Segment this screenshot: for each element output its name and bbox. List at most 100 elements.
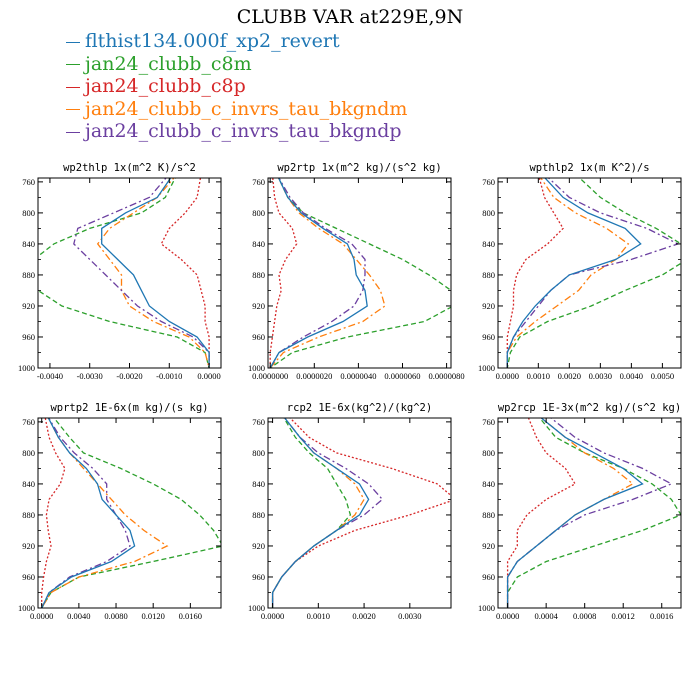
y-tick-label: 920 xyxy=(252,301,265,311)
x-tick-label: 0.0000 xyxy=(496,371,519,381)
plot-frame xyxy=(497,417,682,609)
series-line-bkgndm xyxy=(41,418,169,608)
x-tick-label: 0.0080 xyxy=(104,611,127,621)
x-tick-label: 0.0000040 xyxy=(340,371,376,381)
y-tick-label: 800 xyxy=(252,208,265,218)
series-line-bkgndp xyxy=(73,178,210,368)
x-tick-label: 0.0008 xyxy=(573,611,596,621)
legend-entry: jan24_clubb_c8p xyxy=(66,75,407,98)
y-tick-label: 960 xyxy=(252,332,265,342)
y-tick-label: 1000 xyxy=(18,603,35,613)
y-tick-label: 880 xyxy=(482,270,495,280)
page-title: CLUBB VAR at229E,9N xyxy=(236,6,464,28)
x-tick-label: 0.0004 xyxy=(534,611,558,621)
panel-4: wprtp2 1E-6x(m kg)/(s kg) 760 800 840 880 920… xyxy=(18,402,222,621)
series-line-flthist xyxy=(269,178,368,368)
x-tick-label: 0.0000 xyxy=(30,611,53,621)
series-line-bkgndp xyxy=(506,178,680,368)
y-tick-label: 1000 xyxy=(248,363,265,373)
x-tick-label: 0.0040 xyxy=(620,371,643,381)
series-line-c8p xyxy=(160,178,210,368)
y-tick-label: 800 xyxy=(252,448,265,458)
legend-swatch xyxy=(66,86,80,88)
legend-label: jan24_clubb_c8p xyxy=(85,75,246,97)
series-line-flthist xyxy=(41,418,136,608)
y-tick-label: 920 xyxy=(22,301,35,311)
series-line-flthist xyxy=(101,178,210,368)
legend-entry: jan24_clubb_c8m xyxy=(66,53,407,76)
series-line-bkgndp xyxy=(269,178,366,368)
y-tick-label: 1000 xyxy=(478,363,495,373)
legend-swatch xyxy=(66,131,80,133)
y-tick-label: 800 xyxy=(22,448,35,458)
legend-label: jan24_clubb_c_invrs_tau_bkgndm xyxy=(85,97,408,120)
y-tick-label: 1000 xyxy=(248,603,265,613)
x-tick-label: 0.0000080 xyxy=(429,371,465,381)
series-line-flthist xyxy=(271,418,370,608)
x-tick-label: -0.0040 xyxy=(37,371,63,381)
plot-frame xyxy=(37,417,222,609)
series-line-bkgndm xyxy=(96,178,210,368)
x-tick-label: 0.0000020 xyxy=(296,371,332,381)
y-tick-label: 760 xyxy=(482,177,495,187)
x-tick-label: 0.0020 xyxy=(558,371,581,381)
x-tick-label: 0.0030 xyxy=(589,371,612,381)
series-line-bkgndm xyxy=(506,418,634,608)
y-tick-label: 800 xyxy=(482,208,495,218)
x-tick-label: 0.0020 xyxy=(352,611,375,621)
series-line-c8p xyxy=(41,418,66,608)
x-tick-label: 0.0160 xyxy=(179,611,202,621)
series-line-c8p xyxy=(271,418,451,608)
series-line-bkgndm xyxy=(269,178,386,368)
series-line-c8m xyxy=(269,178,451,368)
series-line-c8m xyxy=(506,418,681,608)
y-tick-label: 760 xyxy=(252,177,265,187)
panel-title: wpthlp2 1x(m K^2)/s xyxy=(529,162,649,174)
series-line-flthist xyxy=(506,418,644,608)
y-tick-label: 1000 xyxy=(478,603,495,613)
panel-title: wp2rcp 1E-3x(m^2 kg)/(s^2 kg) xyxy=(498,402,681,414)
panel-6: wp2rcp 1E-3x(m^2 kg)/(s^2 kg)760 800 840 88… xyxy=(478,402,682,621)
series-line-c8m xyxy=(506,178,681,368)
y-tick-label: 880 xyxy=(252,510,265,520)
y-tick-label: 800 xyxy=(22,208,35,218)
y-tick-label: 840 xyxy=(22,479,35,489)
x-tick-label: -0.0020 xyxy=(116,371,142,381)
x-tick-label: 0.0120 xyxy=(142,611,165,621)
x-tick-label: 0.0016 xyxy=(650,611,673,621)
y-tick-label: 960 xyxy=(482,572,495,582)
panel-3: wpthlp2 1x(m K^2)/s 760 800 840 880 920 960 100… xyxy=(478,162,682,381)
y-tick-label: 960 xyxy=(22,572,35,582)
y-tick-label: 840 xyxy=(22,239,35,249)
y-tick-label: 760 xyxy=(22,417,35,427)
plot-frame xyxy=(37,177,222,369)
y-tick-label: 920 xyxy=(22,541,35,551)
y-tick-label: 920 xyxy=(482,541,495,551)
legend-label: flthist134.000f_xp2_revert xyxy=(85,30,340,52)
plot-frame xyxy=(497,177,682,369)
x-tick-label: 0.0000060 xyxy=(384,371,420,381)
y-tick-label: 880 xyxy=(22,510,35,520)
y-tick-label: 920 xyxy=(252,541,265,551)
series-line-c8m xyxy=(38,178,210,368)
x-tick-label: 0.0000 xyxy=(496,611,519,621)
y-tick-label: 840 xyxy=(482,479,495,489)
y-tick-label: 920 xyxy=(482,301,495,311)
y-tick-label: 840 xyxy=(482,239,495,249)
y-tick-label: 880 xyxy=(252,270,265,280)
panel-2: wp2rtp 1x(m^2 kg)/(s^2 kg) 760 800 840 880 92… xyxy=(248,162,465,381)
panel-title: wprtp2 1E-6x(m kg)/(s kg) xyxy=(50,402,208,414)
x-tick-label: 0.0030 xyxy=(398,611,421,621)
legend-label: jan24_clubb_c_invrs_tau_bkgndp xyxy=(85,120,402,142)
y-tick-label: 960 xyxy=(252,572,265,582)
y-tick-label: 760 xyxy=(252,417,265,427)
legend-label: jan24_clubb_c8m xyxy=(85,52,252,75)
x-tick-label: 0.0010 xyxy=(527,371,550,381)
y-tick-label: 1000 xyxy=(18,363,35,373)
y-tick-label: 960 xyxy=(482,332,495,342)
panel-title: wp2rtp 1x(m^2 kg)/(s^2 kg) xyxy=(277,162,441,174)
legend: flthist134.000f_xp2_revert jan24_clubb_c… xyxy=(66,30,407,143)
series-line-c8m xyxy=(271,418,352,608)
x-tick-label: 0.0010 xyxy=(307,611,330,621)
y-tick-label: 760 xyxy=(22,177,35,187)
